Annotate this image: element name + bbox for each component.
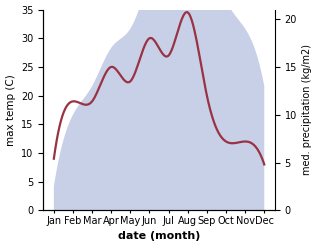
Y-axis label: med. precipitation (kg/m2): med. precipitation (kg/m2) <box>302 44 313 175</box>
X-axis label: date (month): date (month) <box>118 231 200 242</box>
Y-axis label: max temp (C): max temp (C) <box>5 74 16 146</box>
